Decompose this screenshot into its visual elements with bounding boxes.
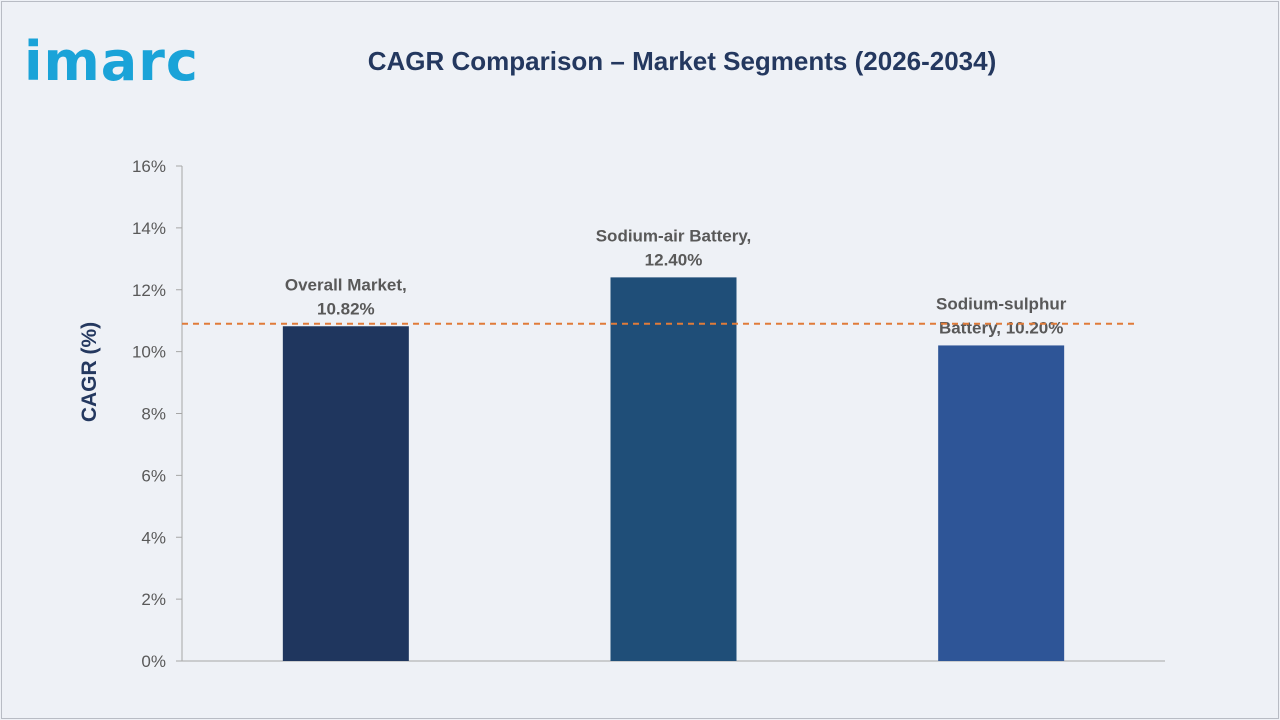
y-tick-label: 6% (141, 466, 166, 485)
y-tick-label: 4% (141, 528, 166, 547)
chart-title: CAGR Comparison – Market Segments (2026-… (367, 46, 997, 76)
data-label: 12.40% (645, 250, 703, 269)
y-tick-label: 14% (132, 219, 166, 238)
y-axis-label: CAGR (%) (78, 322, 101, 422)
y-tick-label: 16% (132, 157, 166, 176)
data-label: Overall Market, (285, 275, 407, 294)
bar-2 (610, 277, 737, 661)
data-labels: Overall Market, 10.82% Sodium-air Battery,… (285, 226, 1067, 337)
y-tick-label: 0% (141, 652, 166, 671)
data-label: 10.82% (317, 299, 375, 318)
data-label: Battery, 10.20% (939, 318, 1063, 337)
bar-1 (282, 326, 409, 661)
y-tick-label: 10% (132, 343, 166, 362)
y-tick-label: 8% (141, 405, 166, 424)
data-label: Sodium-sulphur (936, 294, 1067, 313)
y-tick-label: 2% (141, 590, 166, 609)
bar-3 (938, 345, 1065, 661)
y-axis: 0% 2% 4% 6% 8% 10% 12% 14% 16% (132, 157, 1165, 671)
imarc-logo: imarc (24, 30, 199, 93)
bars (282, 277, 1065, 661)
y-tick-label: 12% (132, 281, 166, 300)
data-label: Sodium-air Battery, (596, 226, 752, 245)
